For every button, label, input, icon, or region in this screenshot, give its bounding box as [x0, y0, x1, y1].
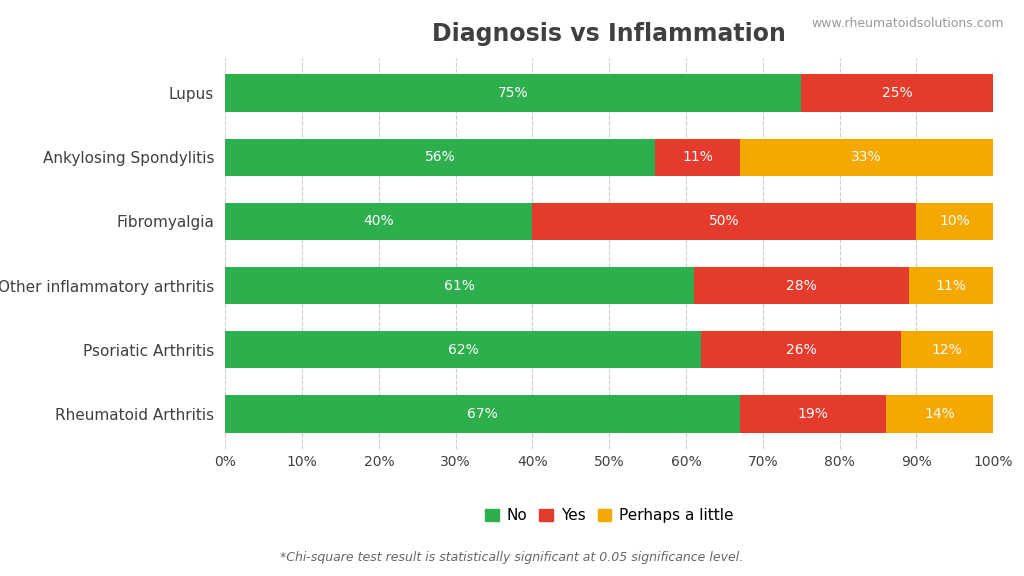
- Text: 50%: 50%: [710, 214, 739, 228]
- Text: 14%: 14%: [924, 407, 955, 421]
- Text: 62%: 62%: [447, 343, 479, 357]
- Bar: [909, 267, 993, 304]
- Bar: [739, 138, 993, 176]
- Text: 56%: 56%: [425, 150, 456, 164]
- Bar: [225, 138, 655, 176]
- Bar: [701, 331, 901, 369]
- Text: 40%: 40%: [364, 214, 394, 228]
- Bar: [225, 267, 694, 304]
- Bar: [916, 203, 993, 240]
- Text: 19%: 19%: [798, 407, 828, 421]
- Text: 28%: 28%: [785, 279, 817, 293]
- Bar: [901, 331, 993, 369]
- Bar: [225, 74, 801, 112]
- Bar: [225, 203, 532, 240]
- Text: 11%: 11%: [682, 150, 713, 164]
- Text: www.rheumatoidsolutions.com: www.rheumatoidsolutions.com: [811, 17, 1004, 31]
- Bar: [655, 138, 739, 176]
- Title: Diagnosis vs Inflammation: Diagnosis vs Inflammation: [432, 22, 786, 46]
- Legend: No, Yes, Perhaps a little: No, Yes, Perhaps a little: [480, 503, 738, 528]
- Text: 61%: 61%: [444, 279, 475, 293]
- Bar: [886, 395, 993, 433]
- Text: 75%: 75%: [498, 86, 528, 100]
- Text: 67%: 67%: [467, 407, 498, 421]
- Bar: [739, 395, 886, 433]
- Text: 25%: 25%: [882, 86, 912, 100]
- Bar: [694, 267, 909, 304]
- Text: 26%: 26%: [785, 343, 817, 357]
- Text: 12%: 12%: [932, 343, 963, 357]
- Bar: [532, 203, 916, 240]
- Text: 33%: 33%: [851, 150, 882, 164]
- Bar: [225, 331, 701, 369]
- Text: 11%: 11%: [936, 279, 967, 293]
- Text: *Chi-square test result is statistically significant at 0.05 significance level.: *Chi-square test result is statistically…: [281, 551, 743, 564]
- Bar: [225, 395, 739, 433]
- Text: 10%: 10%: [939, 214, 971, 228]
- Bar: [801, 74, 993, 112]
